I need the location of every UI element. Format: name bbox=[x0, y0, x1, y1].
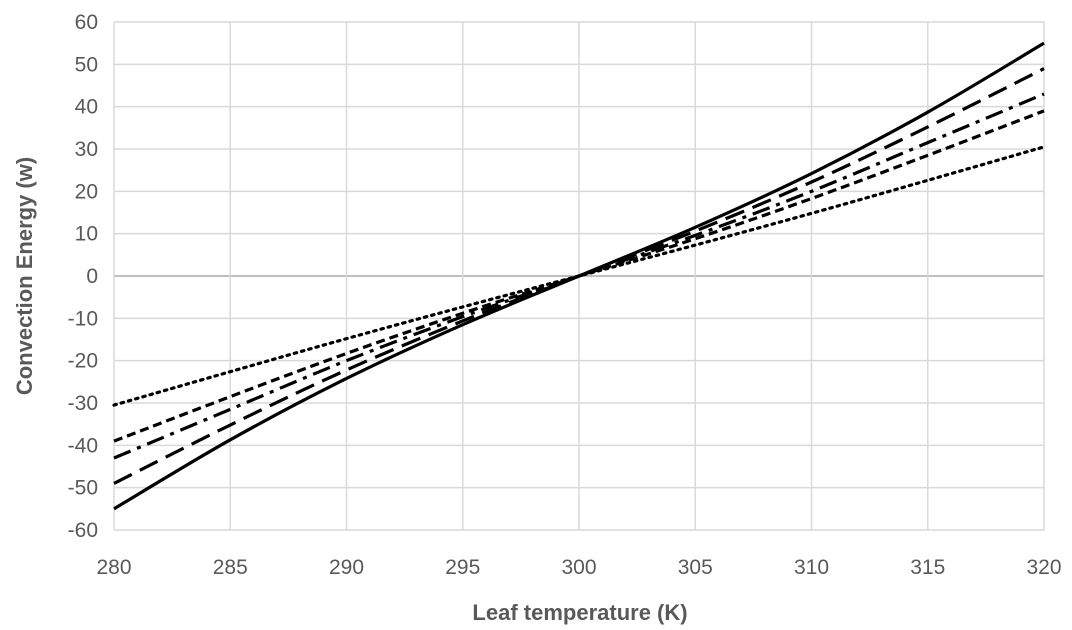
y-axis-title: Convection Energy (w) bbox=[12, 157, 37, 395]
x-tick-label: 300 bbox=[561, 556, 596, 579]
y-tick-label: 0 bbox=[86, 265, 98, 288]
x-tick-label: 315 bbox=[910, 556, 945, 579]
x-tick-label: 285 bbox=[213, 556, 248, 579]
y-tick-labels: -60 -50 -40 -30 -20 -10 0 10 20 30 40 50 60 bbox=[68, 11, 98, 542]
series-lines bbox=[112, 41, 1046, 511]
x-axis-title: Leaf temperature (K) bbox=[472, 600, 687, 625]
y-tick-label: 20 bbox=[75, 180, 98, 203]
y-tick-label: 10 bbox=[75, 223, 98, 246]
series-line-dotted bbox=[112, 145, 1046, 407]
x-tick-label: 290 bbox=[329, 556, 364, 579]
y-tick-label: -50 bbox=[68, 477, 98, 500]
y-tick-label: 30 bbox=[75, 138, 98, 161]
x-tick-label: 310 bbox=[794, 556, 829, 579]
y-tick-label: -20 bbox=[68, 350, 98, 373]
y-tick-label: -60 bbox=[68, 519, 98, 542]
y-tick-label: 40 bbox=[75, 96, 98, 119]
y-tick-label: -30 bbox=[68, 392, 98, 415]
x-tick-label: 305 bbox=[678, 556, 713, 579]
x-tick-label: 280 bbox=[96, 556, 131, 579]
series-line-dash-dot bbox=[113, 92, 1045, 460]
y-tick-label: 60 bbox=[75, 11, 98, 34]
y-tick-label: -10 bbox=[68, 307, 98, 330]
x-tick-label: 295 bbox=[445, 556, 480, 579]
x-tick-labels: 280 285 290 295 300 305 310 315 320 bbox=[96, 556, 1061, 579]
y-tick-label: 50 bbox=[75, 53, 98, 76]
y-tick-label: -40 bbox=[68, 434, 98, 457]
x-tick-label: 320 bbox=[1026, 556, 1061, 579]
